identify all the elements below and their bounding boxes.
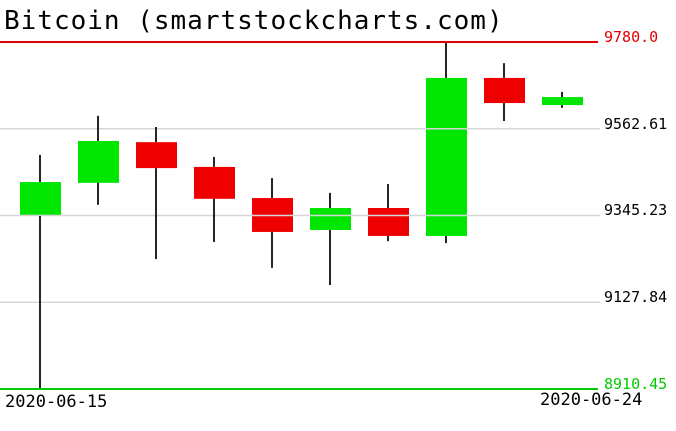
candle-body bbox=[368, 208, 409, 236]
candle-body bbox=[136, 142, 177, 169]
x-axis-label-end: 2020-06-24 bbox=[540, 390, 643, 410]
candle-body bbox=[78, 140, 119, 183]
candle-body bbox=[194, 166, 235, 199]
y-axis-label-low: 8910.45 bbox=[604, 375, 668, 393]
y-axis-tick-label: 9345.23 bbox=[604, 201, 668, 220]
chart-title: Bitcoin (smartstockcharts.com) bbox=[4, 6, 504, 36]
y-axis-tick-label: 9562.61 bbox=[604, 114, 668, 133]
x-axis-label-start: 2020-06-15 bbox=[5, 392, 108, 412]
candle-body bbox=[542, 97, 583, 106]
candle-body bbox=[310, 208, 351, 230]
candle-body bbox=[484, 77, 525, 104]
y-axis-tick-label: 9127.84 bbox=[604, 288, 668, 307]
candle-body bbox=[426, 77, 467, 236]
candle-body bbox=[20, 182, 61, 216]
y-axis-label-high: 9780.0 bbox=[604, 28, 659, 46]
